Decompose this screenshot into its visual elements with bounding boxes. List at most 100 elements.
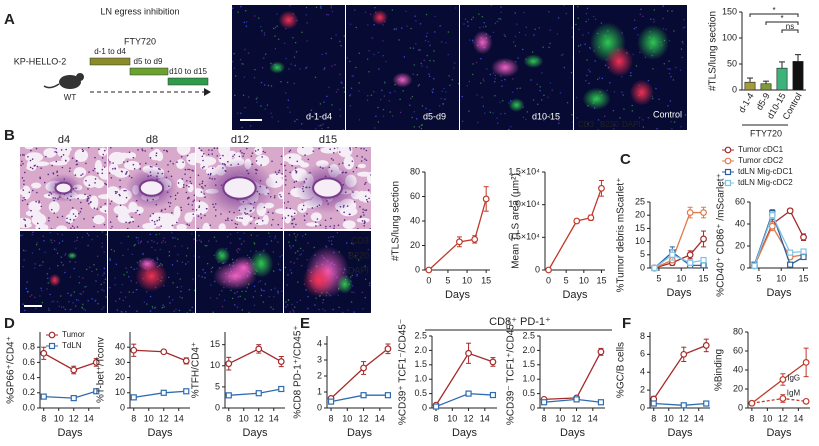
y-tick-label: 60 bbox=[733, 345, 743, 355]
speckle bbox=[582, 34, 584, 36]
speckle bbox=[136, 310, 138, 312]
group-header: CD8⁺ PD-1⁺ bbox=[489, 316, 551, 328]
speckle bbox=[97, 303, 99, 305]
speckle bbox=[434, 31, 436, 33]
speckle bbox=[297, 281, 299, 283]
y-tick-label: 0 bbox=[738, 402, 743, 412]
speckle bbox=[571, 27, 573, 29]
nucleus bbox=[216, 155, 219, 157]
nucleus bbox=[200, 191, 203, 193]
speckle bbox=[234, 94, 236, 96]
speckle bbox=[655, 87, 657, 90]
y-tick-label: 0 bbox=[535, 264, 540, 274]
nucleus bbox=[278, 169, 281, 172]
speckle bbox=[355, 26, 357, 29]
speckle bbox=[104, 278, 107, 280]
speckle bbox=[512, 78, 514, 80]
speckle bbox=[122, 254, 124, 257]
speckle bbox=[300, 253, 303, 255]
nucleus bbox=[172, 162, 174, 165]
speckle bbox=[415, 43, 417, 45]
nucleus bbox=[70, 227, 72, 229]
speckle bbox=[294, 64, 296, 67]
nucleus bbox=[261, 220, 264, 222]
speckle bbox=[133, 245, 135, 247]
speckle bbox=[576, 117, 578, 119]
speckle bbox=[192, 312, 194, 313]
speckle bbox=[630, 75, 632, 77]
marker bbox=[48, 331, 56, 339]
nucleus bbox=[24, 198, 26, 201]
speckle bbox=[545, 117, 547, 119]
speckle bbox=[504, 78, 506, 81]
nucleus bbox=[280, 155, 283, 158]
alveolus bbox=[93, 179, 105, 189]
nucleus bbox=[370, 174, 371, 176]
nucleus bbox=[220, 213, 222, 215]
speckle bbox=[306, 259, 308, 261]
speckle bbox=[417, 85, 420, 87]
speckle bbox=[648, 117, 650, 119]
speckle bbox=[106, 254, 107, 256]
speckle bbox=[236, 306, 239, 308]
speckle bbox=[172, 237, 174, 239]
y-axis-label: %CD39⁺ TCF1⁻/CD45⁻ bbox=[398, 319, 409, 425]
nucleus bbox=[114, 190, 117, 193]
speckle bbox=[204, 277, 206, 279]
y-tick-label: 20 bbox=[115, 372, 125, 382]
speckle bbox=[256, 101, 258, 103]
speckle bbox=[161, 306, 164, 309]
speckle bbox=[403, 56, 406, 58]
x-axis-label: Days bbox=[766, 287, 792, 299]
speckle bbox=[684, 114, 687, 116]
speckle bbox=[419, 23, 422, 25]
speckle bbox=[211, 266, 214, 269]
speckle bbox=[429, 109, 431, 111]
speckle bbox=[31, 252, 34, 254]
nucleus bbox=[137, 149, 139, 151]
x-tick-label: 15 bbox=[481, 275, 491, 285]
speckle bbox=[623, 108, 625, 110]
speckle bbox=[494, 22, 496, 25]
speckle bbox=[652, 68, 654, 70]
x-tick-label: 8 bbox=[41, 413, 46, 423]
speckle bbox=[253, 304, 256, 306]
x-tick-label: 8 bbox=[749, 413, 754, 423]
nucleus bbox=[51, 164, 53, 167]
speckle bbox=[261, 289, 263, 291]
speckle bbox=[434, 15, 436, 18]
speckle bbox=[369, 284, 371, 287]
speckle bbox=[213, 254, 215, 257]
strain-label: WT bbox=[64, 93, 77, 102]
speckle bbox=[349, 93, 352, 95]
y-tick-label: 0 bbox=[215, 402, 220, 412]
marker bbox=[787, 261, 794, 268]
marker bbox=[471, 235, 479, 243]
legend-label: tdLN Mig-cDC1 bbox=[738, 167, 793, 176]
alveolus bbox=[278, 191, 283, 200]
speckle bbox=[181, 261, 184, 263]
nucleus bbox=[151, 147, 153, 149]
marker bbox=[686, 251, 694, 259]
nucleus bbox=[325, 225, 327, 228]
marker bbox=[587, 214, 595, 222]
nucleus bbox=[180, 209, 183, 212]
speckle bbox=[494, 81, 496, 83]
nucleus bbox=[361, 220, 364, 222]
speckle bbox=[323, 68, 325, 70]
x-axis-label: Days bbox=[445, 289, 471, 301]
speckle bbox=[114, 284, 116, 286]
nucleus bbox=[88, 184, 91, 186]
nucleus bbox=[35, 147, 38, 150]
speckle bbox=[223, 299, 226, 301]
x-tick-label: 12 bbox=[159, 413, 169, 423]
fluorescence-image bbox=[460, 5, 573, 130]
speckle bbox=[149, 295, 152, 298]
speckle bbox=[362, 307, 364, 310]
speckle bbox=[340, 45, 342, 47]
nucleus bbox=[161, 209, 163, 211]
y-tick-label: 0.0 bbox=[22, 402, 35, 412]
marker bbox=[489, 391, 497, 399]
alveolus bbox=[218, 223, 226, 229]
speckle bbox=[349, 105, 352, 107]
